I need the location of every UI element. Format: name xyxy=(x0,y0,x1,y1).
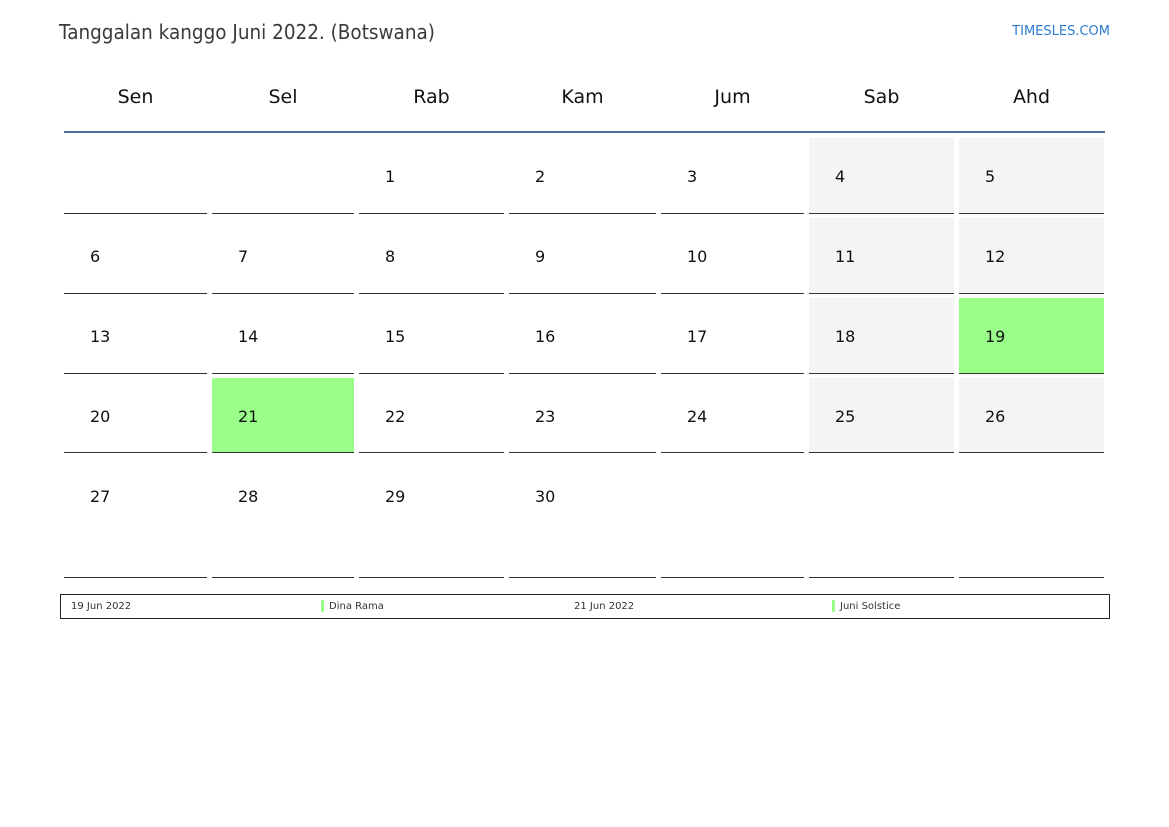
day-cell xyxy=(959,458,1104,578)
day-cell[interactable]: 11 xyxy=(809,218,954,294)
day-number: 9 xyxy=(535,247,546,266)
day-cell[interactable]: 26 xyxy=(959,378,1104,453)
holiday-color-marker xyxy=(321,600,324,612)
day-cell[interactable]: 29 xyxy=(359,458,504,578)
day-number: 10 xyxy=(687,247,708,266)
weekday-header: Sab xyxy=(863,86,900,108)
day-number: 26 xyxy=(985,407,1006,426)
legend-holiday-name: Juni Solstice xyxy=(840,601,901,612)
day-cell[interactable]: 22 xyxy=(359,378,504,453)
day-number: 15 xyxy=(385,327,406,346)
day-cell[interactable]: 8 xyxy=(359,218,504,294)
day-cell[interactable]: 28 xyxy=(212,458,354,578)
day-number: 13 xyxy=(90,327,111,346)
day-cell[interactable]: 27 xyxy=(64,458,207,578)
day-cell[interactable]: 3 xyxy=(661,138,804,214)
weekday-header: Jum xyxy=(714,86,751,108)
day-number: 24 xyxy=(687,407,708,426)
holiday-color-marker xyxy=(832,600,835,612)
day-number: 6 xyxy=(90,247,101,266)
day-cell[interactable]: 12 xyxy=(959,218,1104,294)
legend-date: 21 Jun 2022 xyxy=(574,601,635,612)
day-number: 18 xyxy=(835,327,856,346)
page-title: Tanggalan kanggo Juni 2022. (Botswana) xyxy=(59,20,435,44)
day-number: 20 xyxy=(90,407,111,426)
day-number: 28 xyxy=(238,487,259,506)
day-cell xyxy=(64,138,207,214)
brand-link[interactable]: TIMESLES.COM xyxy=(1012,24,1110,39)
weekday-header: Rab xyxy=(413,86,450,108)
day-number: 5 xyxy=(985,167,996,186)
weekday-header: Sel xyxy=(268,86,298,108)
day-number: 11 xyxy=(835,247,856,266)
day-cell[interactable]: 20 xyxy=(64,378,207,453)
day-cell[interactable]: 9 xyxy=(509,218,656,294)
day-cell[interactable]: 14 xyxy=(212,298,354,374)
day-cell[interactable]: 13 xyxy=(64,298,207,374)
legend-date: 19 Jun 2022 xyxy=(71,601,132,612)
day-cell[interactable]: 23 xyxy=(509,378,656,453)
day-cell[interactable]: 16 xyxy=(509,298,656,374)
day-number: 29 xyxy=(385,487,406,506)
weekday-header: Sen xyxy=(117,86,154,108)
day-cell[interactable]: 18 xyxy=(809,298,954,374)
legend-holiday-name: Dina Rama xyxy=(329,601,384,612)
day-cell xyxy=(212,138,354,214)
day-cell[interactable]: 7 xyxy=(212,218,354,294)
weekday-header: Ahd xyxy=(1012,86,1051,108)
day-number: 14 xyxy=(238,327,259,346)
day-number: 16 xyxy=(535,327,556,346)
weekday-header: Kam xyxy=(561,86,604,108)
day-cell[interactable]: 4 xyxy=(809,138,954,214)
day-number: 1 xyxy=(385,167,396,186)
day-number: 4 xyxy=(835,167,846,186)
day-cell[interactable]: 24 xyxy=(661,378,804,453)
day-number: 21 xyxy=(238,407,259,426)
day-cell xyxy=(661,458,804,578)
day-number: 27 xyxy=(90,487,111,506)
day-number: 12 xyxy=(985,247,1006,266)
day-number: 7 xyxy=(238,247,249,266)
day-cell[interactable]: 2 xyxy=(509,138,656,214)
day-cell[interactable]: 15 xyxy=(359,298,504,374)
day-number: 25 xyxy=(835,407,856,426)
day-cell[interactable]: 5 xyxy=(959,138,1104,214)
day-number: 23 xyxy=(535,407,556,426)
day-number: 8 xyxy=(385,247,396,266)
holiday-legend: 19 Jun 2022 Dina Rama 21 Jun 2022 Juni S… xyxy=(60,594,1110,619)
header-divider xyxy=(64,131,1105,133)
day-cell[interactable]: 17 xyxy=(661,298,804,374)
day-cell[interactable]: 10 xyxy=(661,218,804,294)
day-cell[interactable]: 1 xyxy=(359,138,504,214)
day-number: 3 xyxy=(687,167,698,186)
day-cell[interactable]: 25 xyxy=(809,378,954,453)
day-cell[interactable]: 6 xyxy=(64,218,207,294)
day-number: 30 xyxy=(535,487,556,506)
day-number: 2 xyxy=(535,167,546,186)
day-cell xyxy=(809,458,954,578)
day-number: 19 xyxy=(985,327,1006,346)
day-number: 17 xyxy=(687,327,708,346)
holiday-day-cell[interactable]: 19 xyxy=(959,298,1104,374)
day-cell[interactable]: 30 xyxy=(509,458,656,578)
holiday-day-cell[interactable]: 21 xyxy=(212,378,354,453)
day-number: 22 xyxy=(385,407,406,426)
